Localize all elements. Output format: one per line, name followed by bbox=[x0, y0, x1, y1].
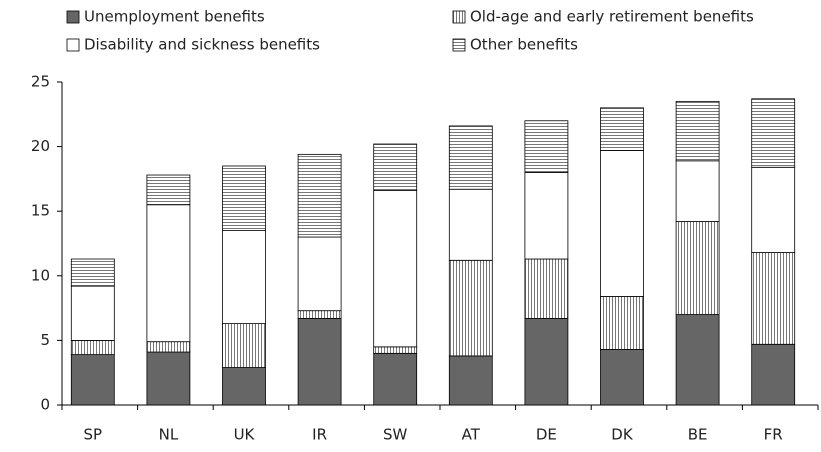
x-tick-label: BE bbox=[688, 426, 708, 444]
x-tick-label: FR bbox=[764, 426, 783, 444]
bar-segment bbox=[751, 98, 796, 168]
legend-label: Old-age and early retirement benefits bbox=[470, 8, 754, 26]
bar-segment bbox=[146, 341, 191, 353]
x-tick-label: DE bbox=[536, 426, 557, 444]
x-tick-label: UK bbox=[234, 426, 256, 444]
bar-segment bbox=[600, 150, 644, 297]
y-tick-label: 25 bbox=[31, 73, 50, 91]
bar-segment bbox=[524, 258, 569, 319]
x-tick-label: IR bbox=[312, 426, 327, 444]
bar-segment bbox=[675, 221, 720, 315]
legend-swatch bbox=[452, 38, 466, 52]
bar-segment bbox=[222, 165, 266, 231]
bar-segment bbox=[448, 125, 493, 190]
bar-segment bbox=[297, 236, 342, 312]
bar-segment bbox=[297, 153, 342, 238]
bar-segment bbox=[600, 296, 644, 350]
bar-segment bbox=[373, 190, 418, 348]
bar-segment bbox=[524, 318, 569, 406]
legend-swatch bbox=[66, 10, 80, 24]
legend-swatch bbox=[452, 10, 466, 24]
bar-segment bbox=[222, 367, 266, 406]
bar-segment bbox=[524, 120, 569, 173]
bar-segment bbox=[448, 355, 493, 406]
bar-segment bbox=[373, 352, 418, 406]
y-tick-label: 20 bbox=[31, 137, 50, 155]
bar-segment bbox=[297, 318, 342, 406]
bar-segment bbox=[70, 354, 115, 406]
bar-segment bbox=[146, 351, 191, 406]
bar-segment bbox=[373, 143, 418, 191]
bar-segment bbox=[222, 230, 266, 325]
bar-segment bbox=[448, 188, 493, 261]
bar-segment bbox=[600, 349, 644, 406]
x-tick-label: SP bbox=[84, 426, 103, 444]
bar-segment bbox=[751, 343, 796, 406]
bar-segment bbox=[448, 259, 493, 357]
y-tick-label: 5 bbox=[40, 331, 50, 349]
bar-segment bbox=[600, 107, 644, 151]
bar-segment bbox=[146, 174, 191, 206]
bar-segment bbox=[675, 314, 720, 406]
bar-segment bbox=[70, 258, 115, 287]
bar-segment bbox=[751, 166, 796, 253]
x-tick-label: AT bbox=[462, 426, 481, 444]
bar-segment bbox=[675, 100, 720, 162]
bar-segment bbox=[70, 339, 115, 356]
bar-segment bbox=[524, 172, 569, 260]
bar-segment bbox=[675, 160, 720, 222]
bar-segment bbox=[70, 285, 115, 341]
bar-segment bbox=[146, 204, 191, 343]
x-tick-label: NL bbox=[159, 426, 179, 444]
legend-label: Other benefits bbox=[470, 36, 578, 54]
bar-segment bbox=[222, 323, 266, 368]
bar-segment bbox=[297, 310, 342, 319]
legend-label: Disability and sickness benefits bbox=[84, 36, 320, 54]
y-tick-label: 10 bbox=[31, 266, 50, 284]
bar-segment bbox=[373, 346, 418, 354]
y-tick-label: 15 bbox=[31, 202, 50, 220]
legend-label: Unemployment benefits bbox=[84, 8, 265, 26]
bar-segment bbox=[751, 252, 796, 345]
legend-swatch bbox=[66, 38, 80, 52]
x-tick-label: SW bbox=[383, 426, 408, 444]
x-tick-label: DK bbox=[611, 426, 634, 444]
y-tick-label: 0 bbox=[40, 396, 50, 414]
